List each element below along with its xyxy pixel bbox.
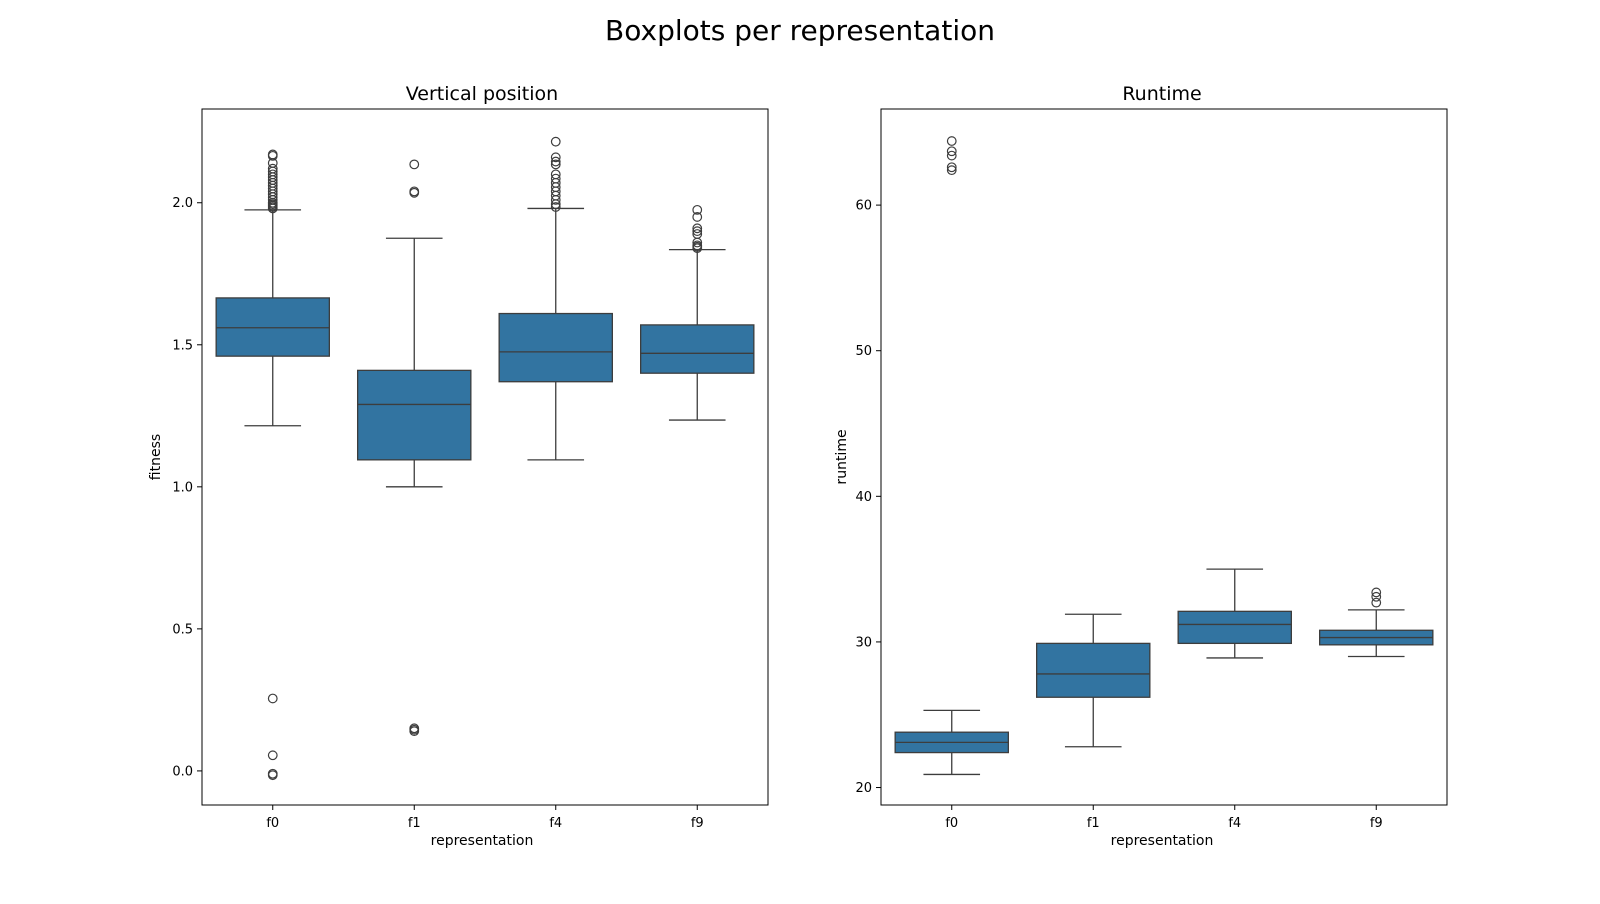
outlier-point: [1371, 587, 1382, 598]
box-f0-vertical-position: [215, 149, 330, 781]
iqr-box: [356, 369, 472, 461]
x-tick-label-f1: f1: [408, 816, 421, 831]
x-tick-label-f4: f4: [1228, 816, 1241, 831]
x-tick-label-f0: f0: [266, 816, 279, 831]
outlier-point: [946, 165, 957, 176]
y-tick-label: 50: [855, 344, 872, 359]
iqr-box: [1177, 610, 1293, 645]
outlier-point: [946, 162, 957, 173]
box-f9-runtime: [1319, 587, 1434, 658]
outlier-point: [550, 136, 561, 147]
outlier-point: [550, 199, 561, 210]
panel-title-runtime: Runtime: [1122, 83, 1201, 105]
outlier-point: [692, 223, 703, 234]
outlier-point: [692, 243, 703, 254]
x-tick-label-f9: f9: [1370, 816, 1383, 831]
outlier-point: [1371, 597, 1382, 608]
y-tick-label: 30: [855, 635, 872, 650]
plot-frame-runtime: [880, 108, 1448, 806]
outlier-point: [409, 726, 420, 737]
plot-area-runtime: 20 30 40 50 60 f0 f1 f4 f9: [855, 108, 1448, 831]
panel-vertical-position: Vertical position 0.0 0.5 1.0 1.5 2.0 f0 f1 f4 f…: [148, 83, 769, 849]
x-axis-label-vertical-position: representation: [431, 833, 534, 849]
outlier-point: [267, 693, 278, 704]
box-f9-vertical-position: [640, 204, 755, 421]
y-tick-label: 1.5: [172, 338, 193, 353]
plot-frame-vertical-position: [201, 108, 769, 806]
x-tick-label-f1: f1: [1087, 816, 1100, 831]
x-axis-label-runtime: representation: [1111, 833, 1214, 849]
plot-area-vertical-position: 0.0 0.5 1.0 1.5 2.0 f0 f1 f4 f9: [172, 108, 769, 831]
y-tick-label: 0.5: [172, 622, 193, 637]
outlier-point: [1371, 591, 1382, 602]
y-tick-label: 20: [855, 781, 872, 796]
iqr-box: [215, 297, 330, 357]
panel-runtime: Runtime 20 30 40 50 60 f0 f1 f4 f9 representatio…: [834, 83, 1448, 849]
outlier-point: [409, 187, 420, 198]
iqr-box: [498, 312, 613, 383]
iqr-box: [1036, 642, 1151, 698]
panel-title-vertical-position: Vertical position: [406, 83, 558, 105]
iqr-box: [640, 324, 755, 374]
outlier-point: [946, 150, 957, 161]
x-tick-label-f4: f4: [549, 816, 562, 831]
y-tick-label: 2.0: [172, 196, 193, 211]
outlier-point: [692, 226, 703, 237]
outlier-point: [267, 150, 278, 161]
x-tick-label-f9: f9: [691, 816, 704, 831]
outlier-point: [692, 237, 703, 248]
outlier-point: [267, 750, 278, 761]
outlier-point: [409, 159, 420, 170]
figure-title: Boxplots per representation: [605, 14, 995, 47]
y-tick-label: 0.0: [172, 764, 193, 779]
outlier-point: [267, 203, 278, 214]
y-tick-label: 1.0: [172, 480, 193, 495]
outlier-point: [550, 195, 561, 205]
y-axis-label-runtime: runtime: [834, 429, 850, 484]
box-f0-runtime: [894, 136, 1010, 776]
outlier-point: [550, 156, 561, 167]
y-tick-label: 60: [855, 199, 872, 214]
y-axis-label-fitness: fitness: [148, 434, 164, 480]
box-f1-runtime: [1036, 613, 1151, 748]
outlier-point: [550, 202, 561, 212]
outlier-point: [267, 770, 278, 781]
x-tick-label-f0: f0: [945, 816, 958, 831]
y-tick-label: 40: [855, 490, 872, 505]
box-f1-vertical-position: [356, 159, 472, 737]
outlier-point: [692, 204, 703, 215]
box-f4-vertical-position: [498, 136, 613, 461]
outlier-point: [946, 146, 957, 157]
box-f4-runtime: [1177, 568, 1293, 659]
outlier-point: [550, 152, 561, 163]
outlier-point: [550, 159, 561, 170]
outlier-point: [692, 212, 703, 222]
outlier-point: [946, 136, 957, 146]
